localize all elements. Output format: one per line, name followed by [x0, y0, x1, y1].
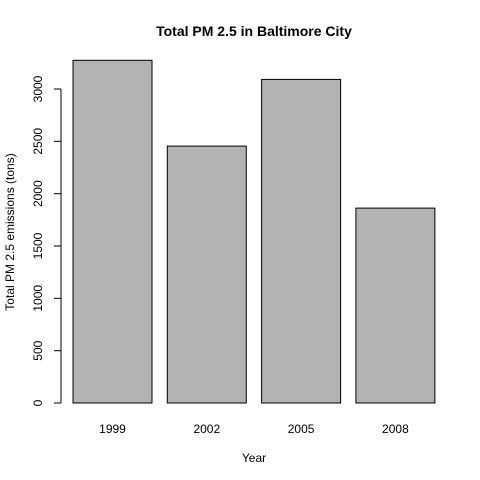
y-tick-label: 2000 — [31, 180, 45, 207]
bar-2002 — [166, 145, 247, 404]
x-tick-label: 2002 — [193, 422, 220, 436]
y-tick-label: 1500 — [31, 232, 45, 259]
x-axis-labels: 1999 2002 2005 2008 — [99, 422, 409, 436]
bar-2008 — [355, 207, 436, 404]
y-axis: 0 500 1000 1500 2000 2500 3000 — [31, 75, 62, 406]
x-axis-title: Year — [242, 451, 266, 465]
x-tick-label: 2008 — [382, 422, 409, 436]
y-tick-label: 500 — [31, 340, 45, 360]
bars-group — [72, 59, 436, 404]
y-tick-label: 1000 — [31, 285, 45, 312]
y-tick-label: 0 — [31, 399, 45, 406]
chart-title: Total PM 2.5 in Baltimore City — [156, 23, 352, 39]
bar-1999 — [72, 59, 153, 404]
y-axis-title: Total PM 2.5 emissions (tons) — [3, 153, 17, 310]
x-tick-label: 1999 — [99, 422, 126, 436]
bar-2005 — [261, 78, 342, 404]
y-tick-label: 2500 — [31, 128, 45, 155]
y-tick-label: 3000 — [31, 75, 45, 102]
x-tick-label: 2005 — [288, 422, 315, 436]
